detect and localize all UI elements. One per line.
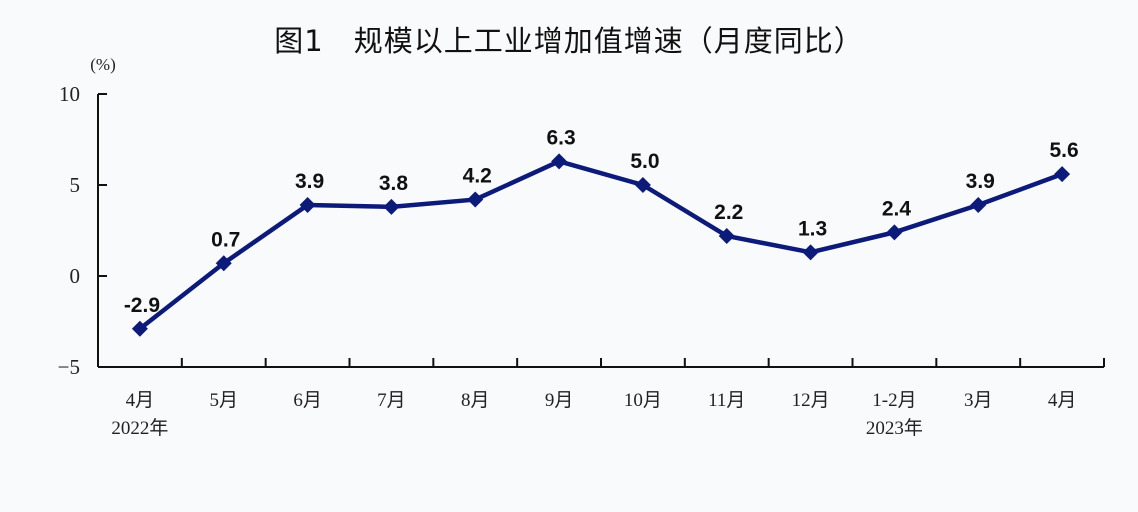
diamond-marker: [467, 191, 484, 208]
title-text: 规模以上工业增加值增速（月度同比）: [353, 24, 864, 58]
data-label: 3.8: [379, 172, 409, 195]
data-label: 5.0: [630, 150, 659, 173]
y-axis-unit: (%): [90, 55, 115, 74]
y-tick-label: −5: [58, 355, 80, 379]
y-tick-label: 5: [70, 173, 81, 197]
diamond-marker: [886, 224, 903, 241]
chart-title: 图1 规模以上工业增加值增速（月度同比）: [0, 18, 1138, 60]
x-tick-label: 7月: [377, 390, 406, 411]
data-label: 0.7: [211, 228, 240, 251]
data-label: 5.6: [1049, 139, 1078, 162]
x-tick-label: 4月: [126, 390, 155, 411]
diamond-marker: [1054, 166, 1071, 183]
diamond-marker: [634, 177, 651, 193]
y-tick-label: 0: [70, 264, 81, 288]
y-tick-label: 10: [59, 82, 80, 106]
x-tick-label: 12月: [792, 390, 830, 411]
x-tick-label: 11月: [708, 390, 745, 411]
x-tick-label: 5月: [209, 390, 238, 411]
data-label: -2.9: [124, 294, 160, 317]
data-label: 2.2: [714, 201, 743, 224]
year-label: 2022年: [111, 417, 168, 439]
data-label: 4.2: [463, 165, 492, 188]
x-tick-label: 8月: [461, 390, 490, 411]
x-tick-label: 3月: [964, 390, 993, 411]
x-tick-label: 10月: [624, 390, 662, 411]
diamond-marker: [718, 227, 735, 244]
data-labels: -2.9 0.7 3.9 3.8 4.2 6.3 5.0 2.2 1.3 2.4 3.9 5.6: [124, 126, 1079, 316]
series-line: [131, 153, 1071, 337]
diamond-marker: [299, 197, 316, 214]
diamond-marker: [215, 255, 232, 272]
diamond-marker: [802, 244, 819, 261]
data-label: 6.3: [546, 126, 575, 149]
year-label: 2023年: [866, 417, 923, 439]
x-tick-label: 4月: [1048, 390, 1077, 411]
diamond-marker: [970, 197, 987, 214]
axes: (%) 10 5 0 −5 4月 5月 6月 7月 8月 9月 10月 11月 12月 1-2月 3月 4月 20…: [58, 55, 1105, 439]
data-label: 2.4: [882, 197, 912, 220]
x-tick-label: 6月: [293, 390, 322, 411]
diamond-marker: [131, 320, 148, 337]
x-tick-label: 9月: [545, 390, 574, 411]
data-label: 1.3: [798, 217, 827, 240]
data-label: 3.9: [966, 170, 995, 193]
x-tick-label: 1-2月: [872, 390, 916, 411]
diamond-marker: [551, 153, 568, 170]
series-polyline: [138, 159, 1063, 331]
diamond-marker: [383, 198, 400, 215]
figure-number: 图1: [274, 24, 324, 58]
data-label: 3.9: [295, 170, 324, 193]
